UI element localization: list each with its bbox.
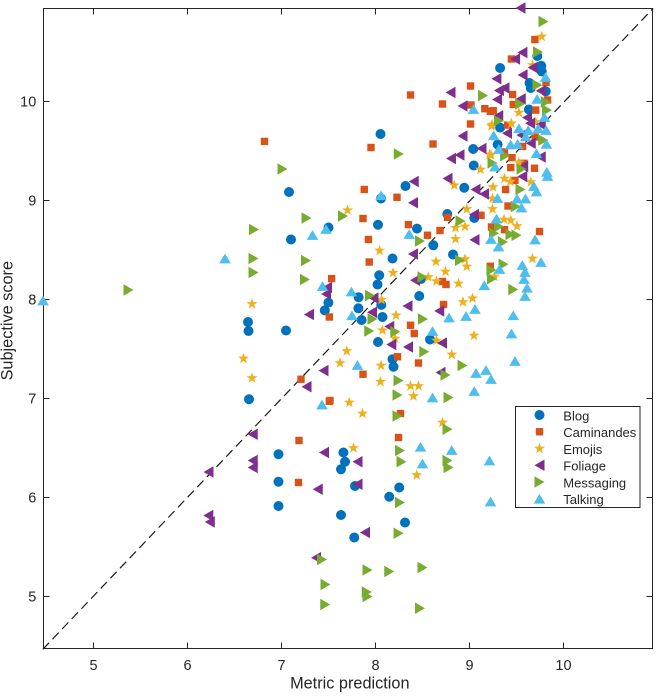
svg-text:9: 9 — [28, 194, 36, 210]
svg-text:Blog: Blog — [563, 408, 589, 423]
svg-text:Metric prediction: Metric prediction — [290, 674, 409, 692]
svg-text:8: 8 — [371, 658, 379, 674]
svg-text:9: 9 — [465, 658, 473, 674]
svg-text:7: 7 — [28, 392, 36, 408]
svg-text:10: 10 — [20, 95, 36, 111]
svg-text:Caminandes: Caminandes — [563, 425, 636, 440]
svg-text:Emojis: Emojis — [563, 442, 603, 457]
svg-text:5: 5 — [89, 658, 97, 674]
svg-text:6: 6 — [28, 491, 36, 507]
svg-text:Subjective score: Subjective score — [0, 261, 17, 380]
svg-text:Talking: Talking — [563, 492, 603, 507]
svg-text:8: 8 — [28, 293, 36, 309]
svg-text:Messaging: Messaging — [563, 475, 626, 490]
svg-text:7: 7 — [277, 658, 285, 674]
svg-text:6: 6 — [183, 658, 191, 674]
svg-text:5: 5 — [28, 590, 36, 606]
svg-text:Foliage: Foliage — [563, 459, 606, 474]
svg-text:10: 10 — [555, 658, 571, 674]
